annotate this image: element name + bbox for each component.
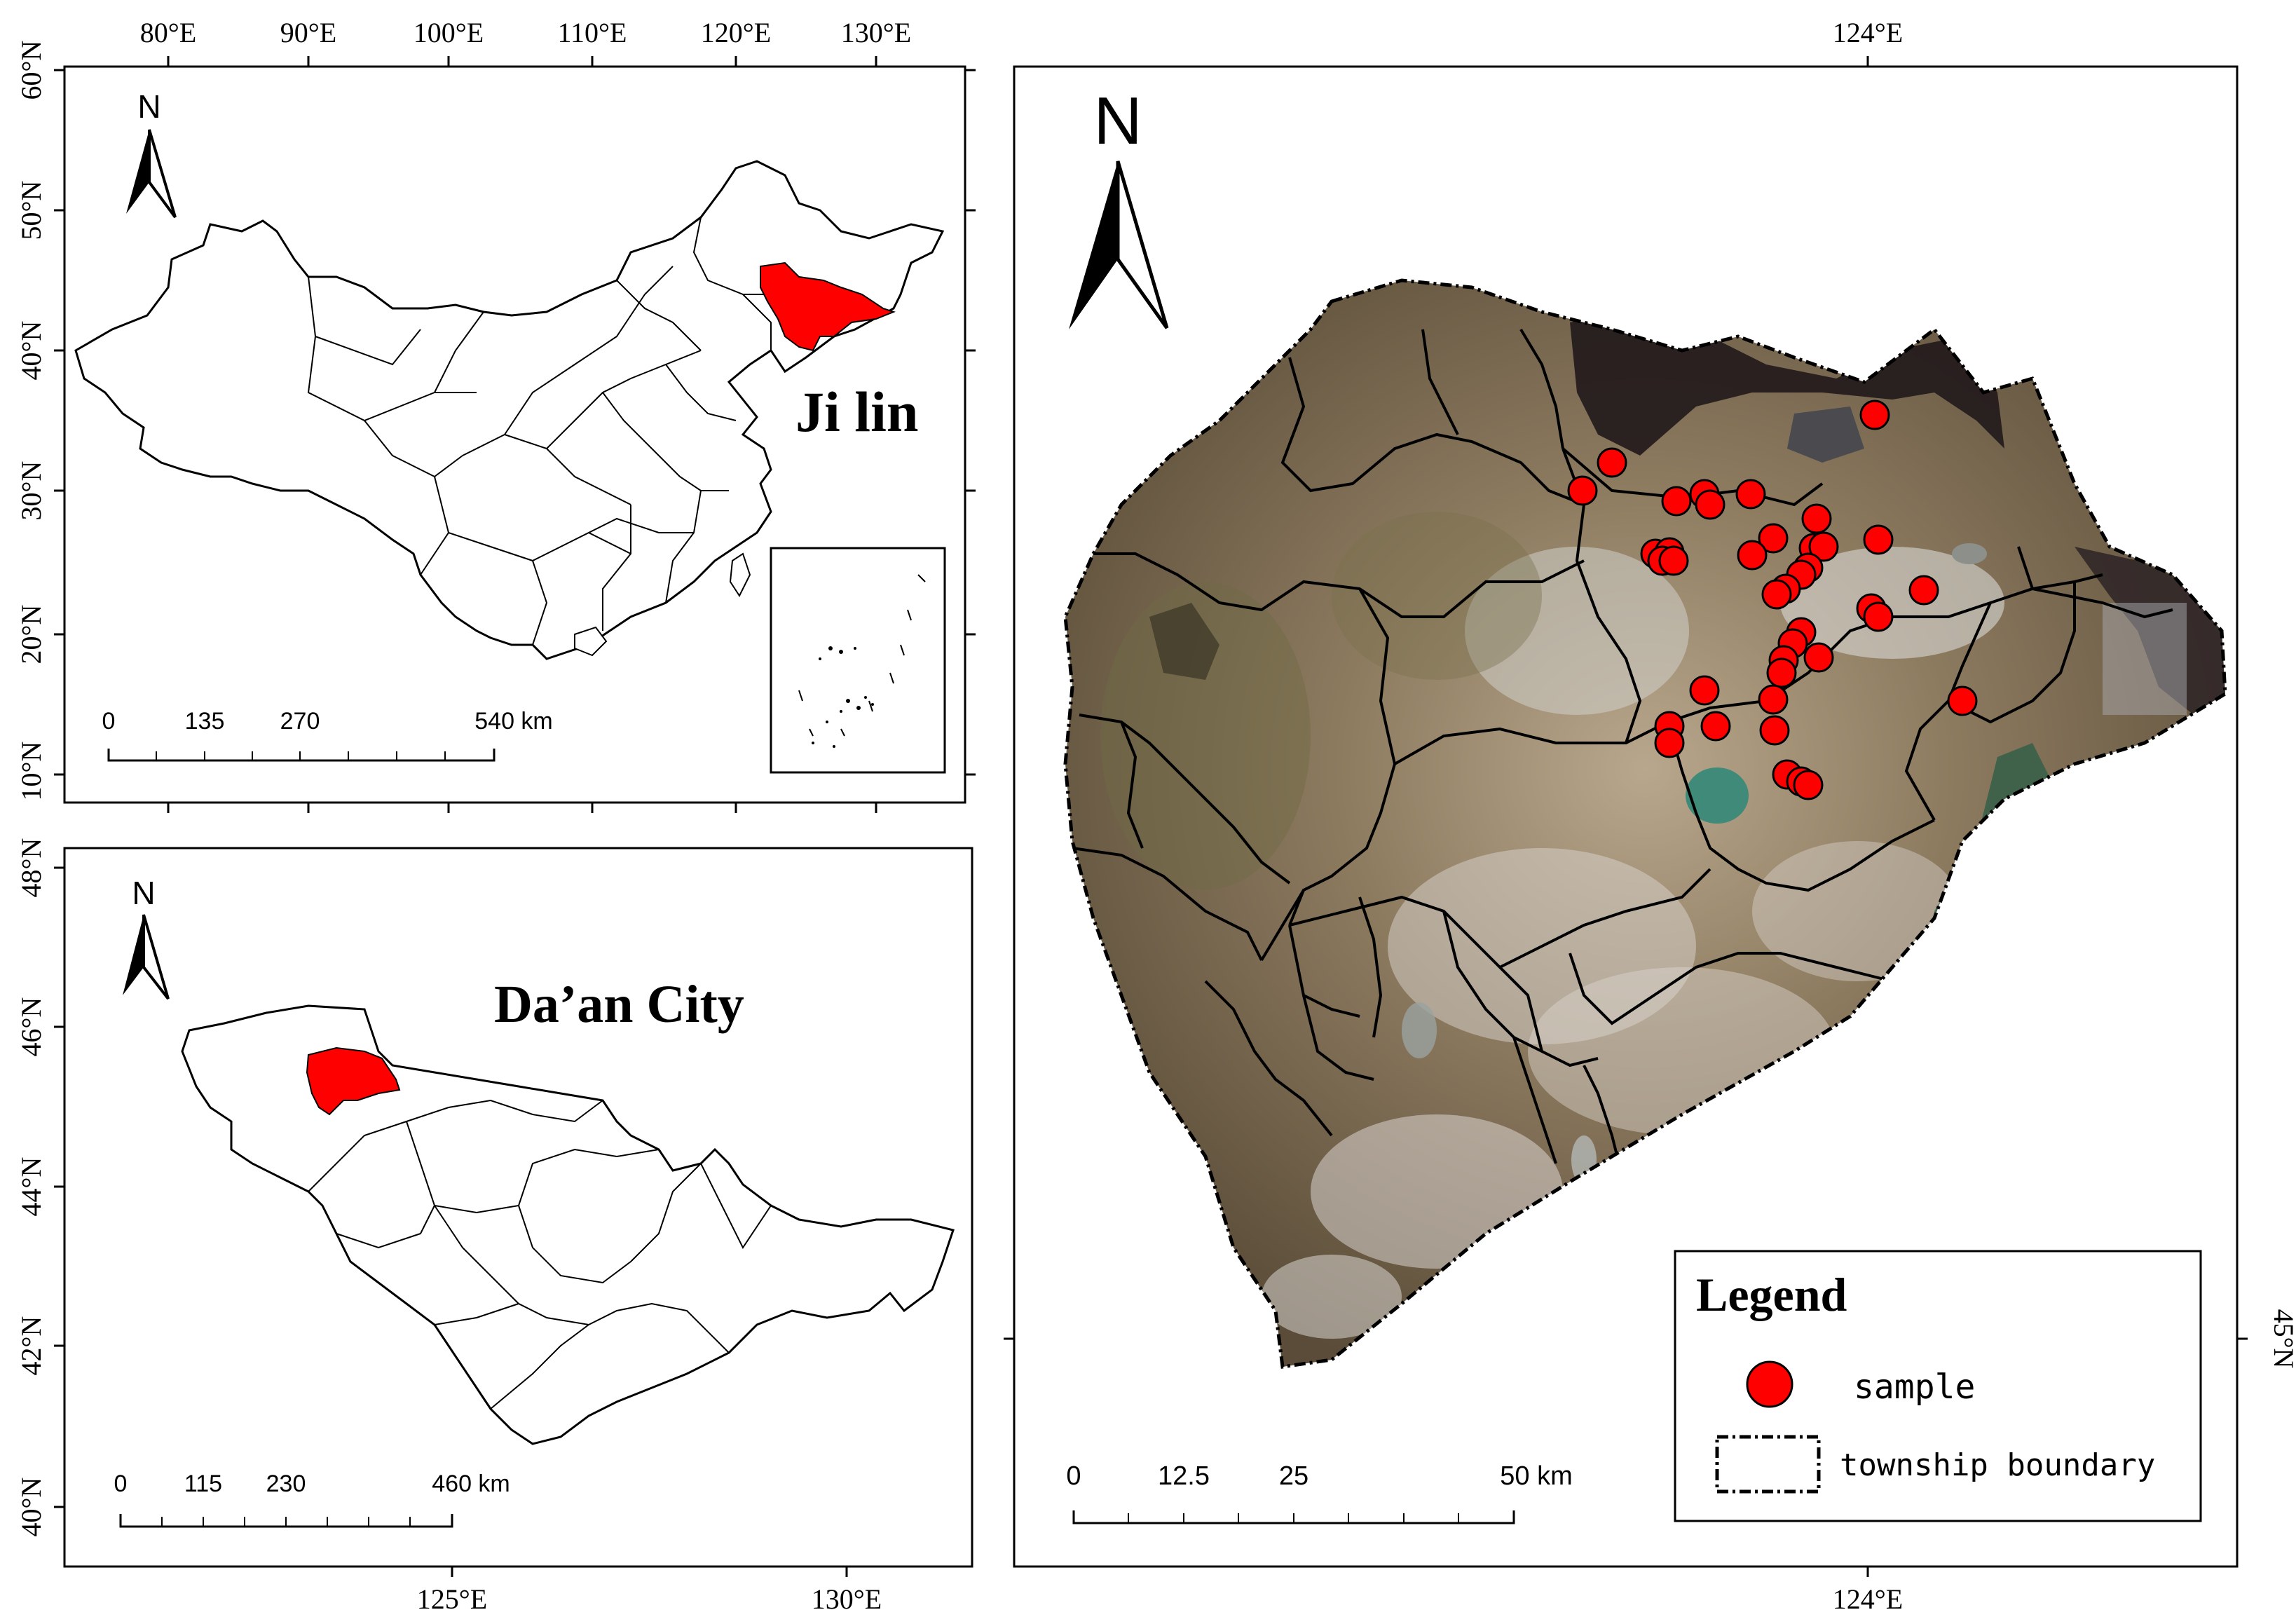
jilin-north-arrow-icon: N (123, 875, 170, 1000)
jilin-scalebar: 0 115 230 460 km (114, 1471, 510, 1528)
hainan-island (574, 626, 608, 657)
jilin-left-tick-label: 48°N (15, 838, 47, 898)
legend-boundary-label: township boundary (1840, 1447, 2155, 1483)
sample-points (1567, 400, 1978, 800)
south-china-sea-inset (770, 547, 946, 774)
sample-point (1761, 579, 1792, 610)
daan-scale-label: 50 km (1500, 1461, 1572, 1491)
china-top-tick-label: 80°E (140, 17, 196, 48)
china-top-tick-label: 130°E (841, 17, 911, 48)
jilin-scale-label: 0 (114, 1471, 128, 1497)
sample-point (1803, 642, 1834, 673)
jilin-bottom-tick-label: 130°E (812, 1583, 882, 1615)
china-top-tick-label: 120°E (701, 17, 771, 48)
sample-point (1863, 601, 1894, 632)
china-scale-label: 135 (185, 708, 225, 735)
china-top-tick-label: 90°E (280, 17, 336, 48)
daan-north-arrow-icon: N (1069, 83, 1169, 329)
jilin-scale-label: 230 (266, 1471, 306, 1497)
daan-top-tick-label: 124°E (1833, 17, 1903, 48)
legend-boundary-icon (1715, 1435, 1821, 1494)
daan-north-label: N (1093, 83, 1142, 158)
sample-point (1793, 770, 1824, 800)
township-boundaries (1072, 328, 2173, 1234)
china-top-tick-label: 100°E (414, 17, 484, 48)
daan-scalebar: 0 12.5 25 50 km (1066, 1461, 1573, 1524)
china-north-label: N (137, 88, 160, 125)
sample-point (1661, 486, 1692, 517)
sample-point (1735, 479, 1766, 510)
sample-point (1654, 728, 1685, 758)
sample-point (1700, 711, 1731, 742)
china-scalebar: 0 135 270 540 km (102, 708, 553, 762)
china-scale-label: 0 (102, 708, 116, 735)
map-legend: Legend sample township boundary (1674, 1250, 2202, 1522)
legend-title: Legend (1696, 1268, 1847, 1321)
legend-sample-icon (1746, 1360, 1793, 1408)
jilin-left-tick-label: 40°N (15, 1478, 47, 1537)
legend-box (1674, 1250, 2202, 1522)
daan-scale-label: 12.5 (1158, 1461, 1210, 1491)
sample-point (1689, 675, 1720, 706)
china-scale-label: 540 km (474, 708, 553, 735)
sample-point (1758, 523, 1789, 554)
daan-satellite-map (1065, 280, 2229, 1367)
china-top-tick-label: 110°E (558, 17, 627, 48)
jilin-region-label: Da’an City (494, 975, 744, 1034)
sample-point (1766, 657, 1797, 688)
jilin-panel: 48°N 46°N 44°N 42°N 40°N 125°E 130°E N D… (15, 838, 973, 1615)
china-province-lines (307, 217, 821, 646)
jilin-north-label: N (132, 875, 155, 911)
china-panel: 80°E 90°E 100°E 110°E 120°E 130°E 60°N 5… (15, 17, 976, 813)
daan-scale-label: 25 (1279, 1461, 1308, 1491)
daan-scale-label: 0 (1066, 1461, 1081, 1491)
jilin-bottom-tick-label: 125°E (417, 1583, 487, 1615)
china-left-tick-label: 20°N (15, 605, 47, 664)
sample-point (1658, 545, 1689, 576)
sample-point (1597, 447, 1627, 478)
sample-point (1695, 489, 1726, 520)
daan-right-tick-label: 45°N (2268, 1309, 2296, 1369)
china-top-ticks (54, 56, 976, 813)
sample-point (1801, 503, 1832, 534)
sample-point (1947, 685, 1978, 716)
china-left-tick-label: 50°N (15, 181, 47, 240)
china-scale-label: 270 (280, 708, 320, 735)
sample-point (1863, 524, 1894, 555)
daan-panel: 124°E 124°E 45°N N (1004, 17, 2296, 1615)
jilin-highlight (760, 261, 896, 352)
jilin-scale-label: 115 (184, 1471, 222, 1497)
daan-highlight (306, 1046, 401, 1116)
jilin-left-tick-label: 42°N (15, 1316, 47, 1376)
taiwan-island (729, 552, 751, 598)
china-left-tick-label: 30°N (15, 461, 47, 521)
china-north-arrow-icon: N (126, 88, 177, 219)
daan-bottom-tick-label: 124°E (1833, 1583, 1903, 1615)
sample-point (1758, 684, 1789, 715)
jilin-left-tick-label: 46°N (15, 997, 47, 1057)
china-region-label: Ji lin (795, 380, 918, 444)
sample-point (1737, 540, 1768, 571)
jilin-scale-label: 460 km (432, 1471, 510, 1497)
china-left-tick-label: 40°N (15, 321, 47, 381)
sample-point (1859, 400, 1890, 430)
sample-point (1567, 475, 1598, 506)
sample-point (1808, 531, 1839, 562)
china-left-tick-label: 10°N (15, 742, 47, 801)
sample-point (1759, 715, 1790, 746)
sample-point (1908, 575, 1939, 606)
china-left-tick-label: 60°N (15, 41, 47, 100)
legend-sample-label: sample (1854, 1367, 1975, 1407)
jilin-left-tick-label: 44°N (15, 1157, 47, 1217)
jilin-district-lines (308, 1099, 772, 1410)
